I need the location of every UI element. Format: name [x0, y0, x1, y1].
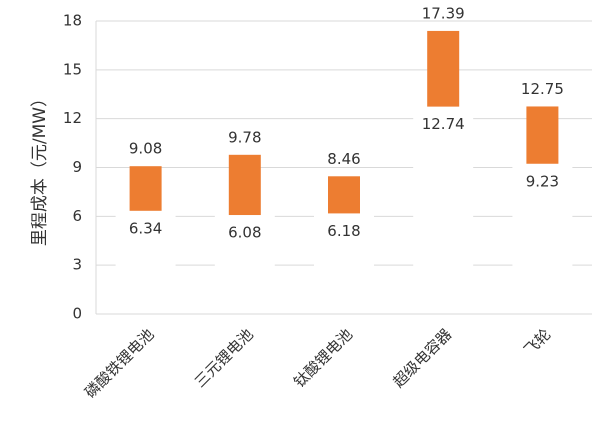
- y-tick-label: 0: [72, 305, 82, 323]
- high-value-label: 17.39: [422, 4, 465, 22]
- range-bar: [328, 176, 360, 214]
- gap-band: [115, 210, 176, 312]
- low-value-label: 9.23: [526, 172, 559, 190]
- high-value-label: 9.08: [129, 140, 162, 158]
- y-tick-label: 9: [72, 158, 82, 176]
- y-tick-labels: 0 3 6 9 12 15 18: [63, 12, 82, 323]
- high-value-label: 8.46: [327, 150, 360, 168]
- y-tick-label: 18: [63, 12, 82, 30]
- gap-band: [314, 213, 374, 312]
- category-label: 磷酸铁锂电池: [81, 325, 157, 401]
- low-value-label: 6.34: [129, 219, 162, 237]
- high-value-label: 12.75: [521, 80, 564, 98]
- category-label: 钛酸锂电池: [290, 325, 356, 391]
- gap-band: [512, 163, 573, 312]
- range-bar: [526, 106, 559, 164]
- y-tick-label: 3: [72, 256, 82, 274]
- y-axis-title: 里程成本（元/MW）: [30, 90, 50, 246]
- y-tick-label: 6: [72, 207, 82, 225]
- range-bar: [427, 30, 460, 107]
- y-tick-label: 12: [63, 109, 82, 127]
- category-label: 飞轮: [520, 325, 554, 359]
- category-label: 超级电容器: [389, 325, 455, 391]
- category-labels: 磷酸铁锂电池 三元锂电池 钛酸锂电池 超级电容器 飞轮: [81, 325, 554, 401]
- high-value-label: 9.78: [228, 128, 261, 146]
- low-value-label: 6.18: [327, 222, 360, 240]
- range-bar: [228, 154, 261, 216]
- category-label: 三元锂电池: [191, 325, 257, 391]
- low-value-label: 6.08: [228, 224, 261, 242]
- low-value-label: 12.74: [422, 115, 465, 133]
- y-tick-label: 15: [63, 60, 82, 78]
- bars: [115, 30, 573, 312]
- value-labels: 9.08 6.34 9.78 6.08 8.46 6.18 17.39 12.74 12.75 9…: [129, 4, 564, 241]
- gap-band: [214, 215, 275, 312]
- gap-band: [413, 106, 474, 312]
- range-bar: [129, 166, 162, 211]
